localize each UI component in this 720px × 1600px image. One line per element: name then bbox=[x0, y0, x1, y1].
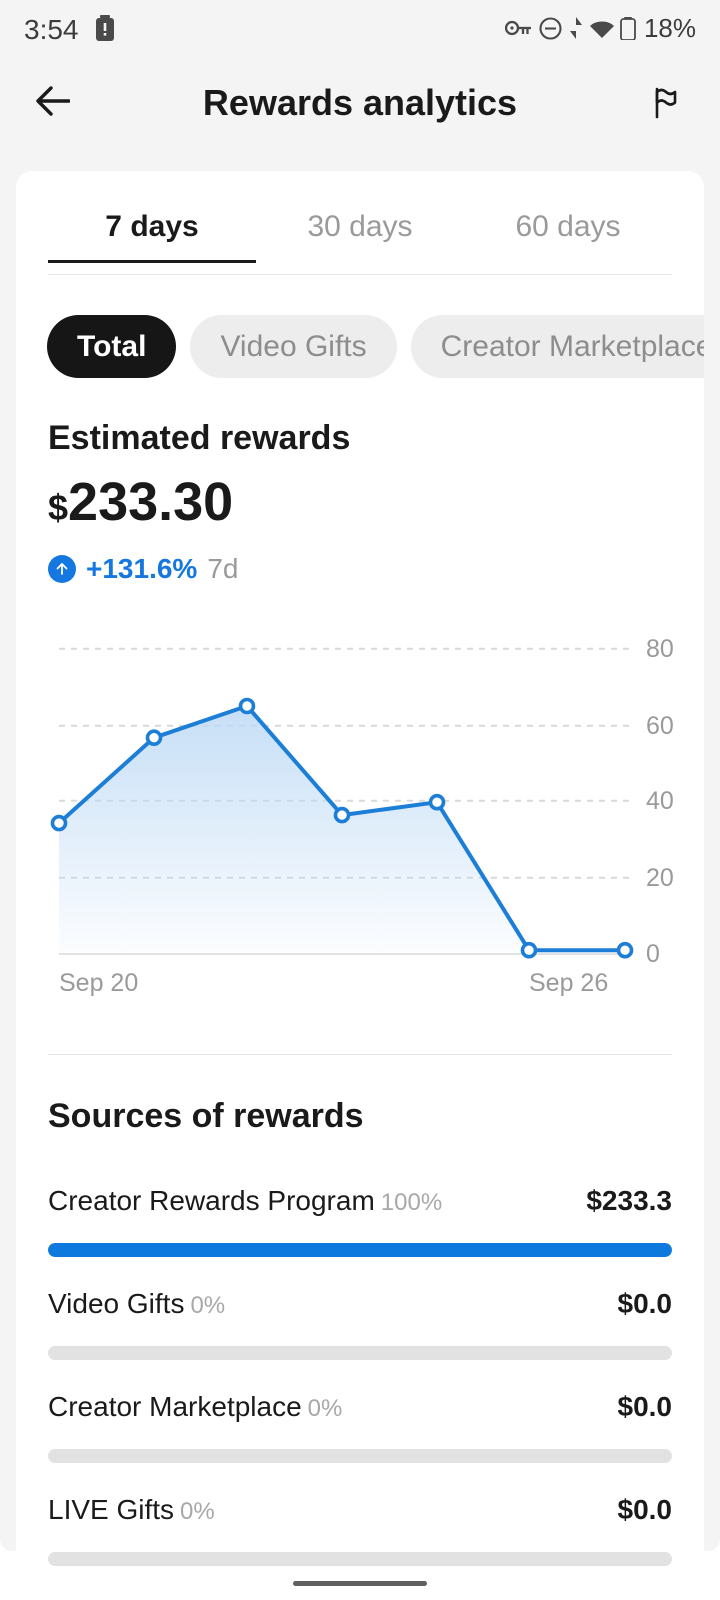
svg-text:40: 40 bbox=[646, 787, 674, 815]
svg-text:20: 20 bbox=[646, 864, 674, 892]
svg-text:Sep 26: Sep 26 bbox=[529, 969, 608, 997]
svg-text:60: 60 bbox=[646, 712, 674, 740]
svg-text:80: 80 bbox=[646, 635, 674, 663]
svg-text:0: 0 bbox=[646, 940, 660, 968]
svg-text:Sep 20: Sep 20 bbox=[59, 969, 138, 997]
